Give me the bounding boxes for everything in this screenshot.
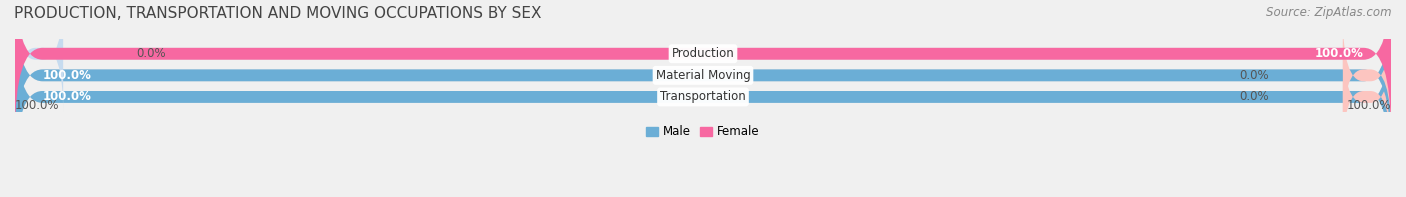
Text: 100.0%: 100.0% (42, 69, 91, 82)
Text: 0.0%: 0.0% (136, 47, 166, 60)
FancyBboxPatch shape (1343, 38, 1391, 156)
Text: 0.0%: 0.0% (1240, 69, 1270, 82)
Text: Transportation: Transportation (661, 90, 745, 103)
Legend: Male, Female: Male, Female (641, 120, 765, 143)
Text: Production: Production (672, 47, 734, 60)
Text: 0.0%: 0.0% (1240, 90, 1270, 103)
Text: Material Moving: Material Moving (655, 69, 751, 82)
FancyBboxPatch shape (15, 0, 1391, 156)
FancyBboxPatch shape (15, 0, 1391, 134)
Text: 100.0%: 100.0% (1315, 47, 1364, 60)
Text: 100.0%: 100.0% (42, 90, 91, 103)
FancyBboxPatch shape (15, 0, 1391, 156)
FancyBboxPatch shape (15, 17, 1391, 177)
Text: 100.0%: 100.0% (1347, 99, 1391, 112)
FancyBboxPatch shape (15, 0, 1391, 134)
Text: 100.0%: 100.0% (15, 99, 59, 112)
Text: PRODUCTION, TRANSPORTATION AND MOVING OCCUPATIONS BY SEX: PRODUCTION, TRANSPORTATION AND MOVING OC… (14, 6, 541, 21)
FancyBboxPatch shape (1343, 17, 1391, 134)
Text: Source: ZipAtlas.com: Source: ZipAtlas.com (1267, 6, 1392, 19)
FancyBboxPatch shape (15, 17, 1391, 177)
FancyBboxPatch shape (15, 0, 63, 113)
